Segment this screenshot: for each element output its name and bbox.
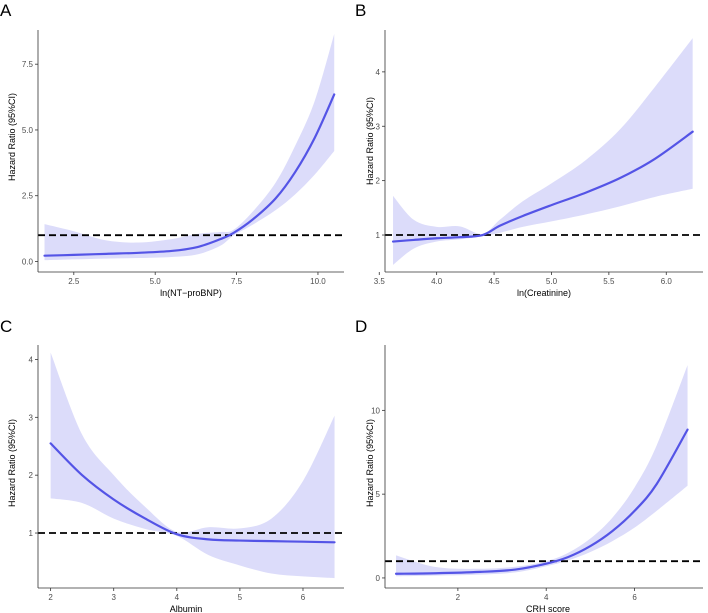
panel-a-y-tick-label: 7.5 — [22, 60, 34, 69]
panel-c-x-tick-label: 4 — [175, 593, 180, 602]
panel-c-confidence-band — [50, 352, 335, 579]
panel-b-x-tick-label: 4.5 — [488, 277, 500, 286]
panel-c-y-axis-title: Hazard Ratio (95%CI) — [7, 419, 17, 507]
panel-a-x-tick-label: 10.0 — [310, 277, 326, 286]
panel-d-y-tick-label: 0 — [376, 574, 381, 583]
panel-d-letter: D — [355, 317, 367, 336]
panel-c-x-tick-label: 6 — [301, 593, 306, 602]
panel-c-x-tick-label: 3 — [111, 593, 116, 602]
panel-a-y-tick-label: 0.0 — [22, 257, 34, 266]
panel-a-x-tick-label: 5.0 — [150, 277, 162, 286]
panel-c-y-tick-label: 4 — [29, 355, 34, 364]
panel-a-letter: A — [0, 1, 12, 20]
panel-a-x-axis-title: ln(NT−proBNP) — [160, 288, 222, 298]
panel-b-hazard-ratio-line — [391, 130, 694, 243]
panel-a-hazard-ratio-line — [43, 93, 336, 257]
panel-d-x-axis-title: CRH score — [526, 604, 570, 613]
panel-c: C 2 3 4 5 6 1 2 3 4 Albumin Hazard Ratio (95%CI) — [0, 317, 344, 613]
panel-d-x-tick-label: 6 — [632, 593, 637, 602]
panel-d-y-tick-label: 10 — [371, 406, 380, 415]
panel-d-y-axis-title: Hazard Ratio (95%CI) — [365, 419, 375, 507]
panel-a-x-tick-label: 2.5 — [68, 277, 80, 286]
panel-b-y-tick-label: 4 — [376, 68, 381, 77]
panel-d-y-tick-label: 5 — [376, 490, 381, 499]
panel-d-x-tick-label: 4 — [544, 593, 549, 602]
panel-a: A 2.5 5.0 7.5 10.0 0.0 2.5 5.0 7.5 ln(NT−proBNP… — [0, 1, 344, 298]
panel-b-x-tick-label: 3.5 — [374, 277, 386, 286]
panel-d-confidence-band — [396, 365, 688, 577]
panel-b-x-tick-label: 5.5 — [603, 277, 615, 286]
panel-a-x-tick-label: 7.5 — [231, 277, 243, 286]
panel-c-x-axis-title: Albumin — [170, 604, 203, 613]
panel-a-y-tick-label: 2.5 — [22, 192, 34, 201]
panel-b-x-tick-label: 5.0 — [546, 277, 558, 286]
panel-c-x-tick-label: 5 — [238, 593, 243, 602]
panel-b-y-axis-title: Hazard Ratio (95%CI) — [365, 97, 375, 185]
panel-d-x-tick-label: 2 — [456, 593, 461, 602]
panel-c-y-tick-label: 3 — [29, 413, 34, 422]
panel-b-y-tick-label: 1 — [376, 231, 381, 240]
panel-b-x-tick-label: 6.0 — [661, 277, 673, 286]
panel-c-x-tick-label: 2 — [48, 593, 53, 602]
panel-b-x-tick-label: 4.0 — [431, 277, 443, 286]
panel-c-y-tick-label: 1 — [29, 529, 34, 538]
panel-d: D 2 4 6 0 5 10 CRH score Hazard Ratio (95%CI) — [355, 317, 703, 613]
panel-b-y-tick-label: 2 — [376, 177, 381, 186]
panel-b-y-tick-label: 3 — [376, 122, 381, 131]
panel-d-hazard-ratio-line — [394, 428, 689, 575]
panel-c-letter: C — [0, 317, 12, 336]
panel-b-confidence-band — [393, 38, 693, 265]
panel-a-confidence-band — [44, 33, 335, 261]
panel-b-x-axis-title: ln(Creatinine) — [517, 288, 571, 298]
panel-a-y-axis-title: Hazard Ratio (95%CI) — [7, 93, 17, 181]
panel-a-y-tick-label: 5.0 — [22, 126, 34, 135]
panel-b-letter: B — [355, 1, 366, 20]
panel-c-hazard-ratio-line — [49, 442, 336, 544]
panel-c-y-tick-label: 2 — [29, 471, 34, 480]
